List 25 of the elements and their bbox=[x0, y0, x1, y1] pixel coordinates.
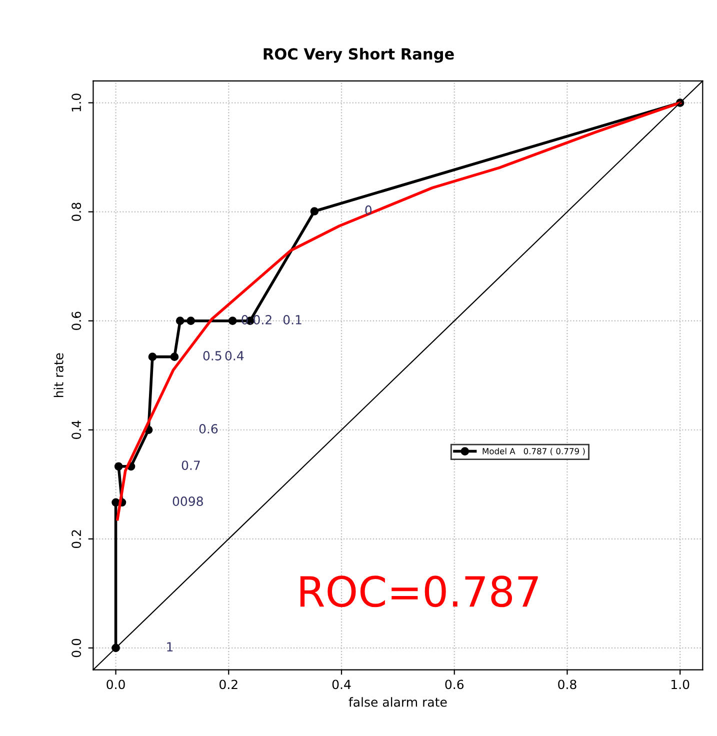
y-tick-label: 0.2 bbox=[72, 530, 82, 548]
y-tick-label: 0.4 bbox=[72, 420, 82, 439]
annotation: 0.1 bbox=[283, 315, 302, 324]
x-tick-label: 0.6 bbox=[445, 680, 464, 690]
annotation: 0.6 bbox=[199, 424, 218, 434]
x-axis-title: false alarm rate bbox=[348, 697, 447, 707]
annotation: 1 bbox=[167, 642, 173, 652]
annotation: 0 bbox=[365, 205, 372, 215]
annotation: 0.7 bbox=[182, 460, 200, 470]
x-tick-label: 0.4 bbox=[332, 680, 351, 690]
chart-title: ROC Very Short Range bbox=[264, 48, 454, 63]
x-tick-label: 0.8 bbox=[558, 680, 576, 690]
annotation: 0.5 bbox=[203, 350, 222, 360]
x-tick-label: 0.0 bbox=[106, 680, 125, 690]
x-tick-label: 0.2 bbox=[220, 680, 238, 690]
y-tick-label: 1.0 bbox=[72, 94, 82, 112]
y-tick-label: 0.8 bbox=[72, 202, 82, 221]
annotation: 0.4 bbox=[225, 350, 244, 360]
legend-label: Model A 0.787 ( 0.779 ) bbox=[482, 448, 585, 456]
x-tick-label: 1.0 bbox=[672, 680, 690, 690]
y-tick-label: 0.6 bbox=[72, 312, 82, 330]
y-axis-title: hit rate bbox=[54, 353, 64, 398]
y-tick-label: 0.0 bbox=[72, 638, 82, 658]
annotation: ROC=0.787 bbox=[300, 576, 538, 608]
annotation: 0098 bbox=[172, 496, 203, 506]
